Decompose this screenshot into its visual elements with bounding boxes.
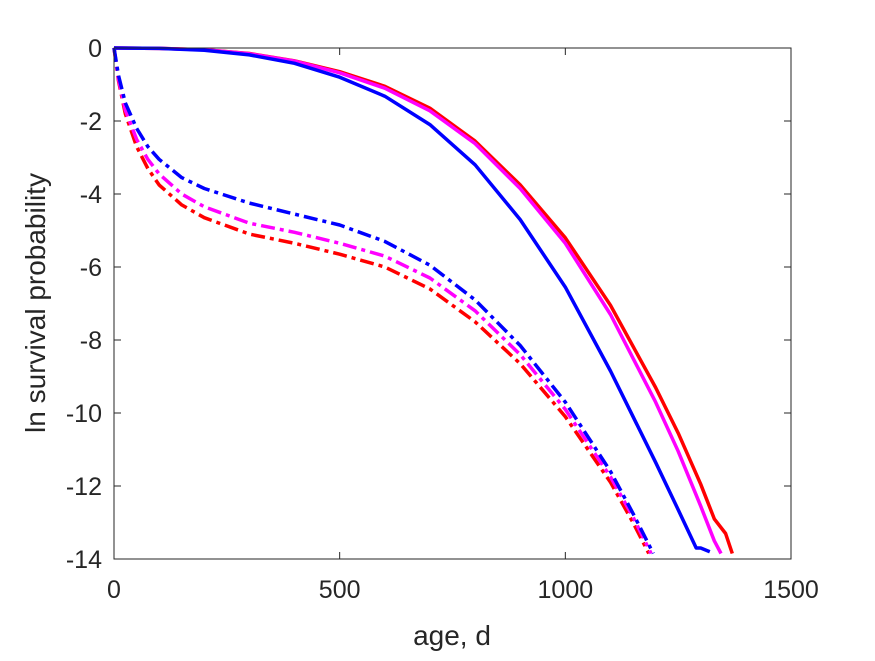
y-tick-label--14: -14 [66,546,102,574]
x-tick-label-0: 0 [107,576,121,604]
y-tick-label--8: -8 [80,327,102,355]
y-tick-label--2: -2 [80,108,102,136]
plot-area [114,48,791,559]
y-tick-label-0: 0 [88,35,102,63]
x-tick-label-500: 500 [319,576,361,604]
y-tick-label--12: -12 [66,473,102,501]
y-tick-label--10: -10 [66,400,102,428]
y-axis-title: ln survival probability [20,173,51,433]
y-tick-label--4: -4 [80,181,102,209]
series-layer [112,46,734,555]
series-line-6 [112,47,655,555]
tick-layer: 0 500 1000 1500 0 -2 -4 -6 -8 -10 -12 -14 [66,35,819,604]
x-tick-label-1500: 1500 [763,576,819,604]
x-axis-title: age, d [413,620,491,651]
y-tick-label--6: -6 [80,254,102,282]
series-line-4 [112,47,651,555]
series-line-3 [113,46,711,554]
x-tick-label-1000: 1000 [538,576,594,604]
plot-frame [113,47,792,560]
series-line-5 [112,47,653,555]
